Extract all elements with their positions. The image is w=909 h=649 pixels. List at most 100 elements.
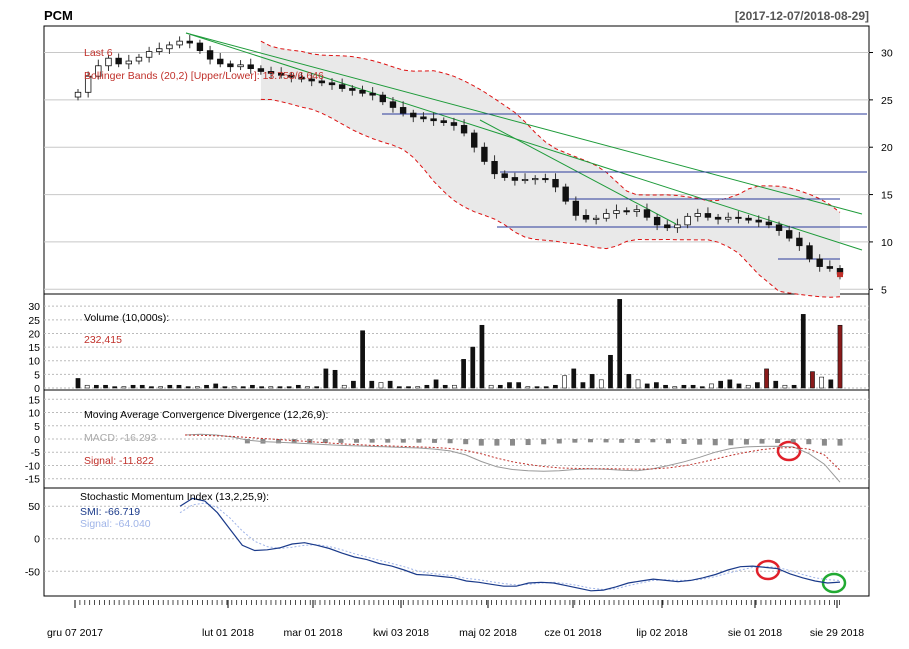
smi-label: SMI: -66.719 [80,506,140,518]
candle-body [725,216,732,220]
volume-bar [286,386,292,389]
candle-body [247,64,254,70]
volume-bar [194,386,200,389]
macd-histogram-bar [712,439,718,446]
candle-body [623,210,630,213]
price-tick-label: 25 [881,95,893,107]
price-tick-label: 30 [881,48,893,60]
volume-bar [635,379,641,389]
volume-bar [800,314,806,389]
legend-last: Last 6 [84,47,113,59]
macd-signal-label: Signal: -11.822 [84,455,154,467]
macd-histogram-bar [478,439,484,446]
volume-bar [589,374,595,389]
price-tick-label: 5 [881,284,887,296]
volume-bar [222,386,228,389]
candle-body [786,230,793,239]
candle-body [806,245,813,260]
volume-bar [497,384,503,389]
candle-body [227,63,234,68]
macd-label: MACD: -16.293 [84,432,157,444]
volume-bar [755,382,760,389]
macd-histogram-bar [587,439,593,443]
volume-bar [727,379,733,389]
volume-bar [84,384,90,389]
volume-bar [562,375,567,389]
candle-body [552,179,559,188]
volume-bar [718,380,724,389]
x-tick-label: lip 02 2018 [636,627,688,639]
x-tick-label: maj 02 2018 [459,627,517,639]
price-tick-label: 15 [881,190,893,202]
candle-body [532,178,539,181]
legend-bbands: Bollinger Bands (20,2) [Upper/Lower]: 13… [84,70,324,82]
volume-bar [819,376,825,389]
candle-body [156,48,163,52]
bollinger-layer [260,40,841,298]
volume-bar [479,324,485,389]
smi-signal-line [179,502,841,591]
volume-panel-frame [43,293,870,391]
volume-bar [314,386,320,389]
candle-body [735,216,742,219]
candle-body [278,72,285,76]
volume-bar [672,386,678,389]
volume-bar [268,386,274,389]
macd-histogram-bar [307,439,313,444]
macd-histogram-bar [790,439,796,443]
candle-body [440,120,447,123]
candle-body [694,213,701,217]
candle-body [328,82,336,86]
macd-histogram-bar [821,439,827,446]
volume-bar [149,386,154,389]
candle-body [298,76,305,80]
macd-layer [184,433,843,483]
volume-bar [240,386,246,389]
candle-body [166,44,173,50]
macd-signal-line [184,434,841,471]
macd-tick-label: 15 [28,394,40,406]
volume-last-value: 232,415 [84,334,122,346]
x-tick-label: sie 29 2018 [810,627,864,639]
candle-body [267,71,275,74]
macd-tick-label: -5 [31,447,40,459]
macd-tick-label: -15 [25,474,40,486]
candle-body [765,221,773,226]
macd-histogram-bar [322,439,328,444]
volume-bar [259,386,264,389]
candle-body [369,92,376,96]
macd-histogram-bar [728,439,734,446]
candle-body [542,178,549,181]
macd-histogram-bar [416,439,422,443]
volume-bar [543,386,549,389]
candle-body [450,122,458,126]
macd-line [184,433,841,483]
smi-signal-label: Signal: -64.040 [80,518,151,530]
bollinger-lower-band [260,98,841,298]
volume-bar [130,384,136,389]
volume-bar [626,374,632,389]
candle-body [257,68,265,72]
candle-body [125,60,132,65]
macd-histogram-bar [541,439,547,445]
volume-bar [745,384,751,389]
x-tick-label: lut 01 2018 [202,627,254,639]
volume-bar [470,346,476,389]
volume-bar [699,386,705,389]
volume-bar [121,386,127,389]
volume-bar [773,380,779,389]
volume-bar [764,368,769,389]
candle-body [95,65,102,77]
volume-tick-label: 5 [34,369,40,381]
smi-title: Stochastic Momentum Index (13,2,25,9): [80,491,269,503]
candle-body [217,58,224,65]
candle-body [84,75,92,93]
candle-body [145,51,153,58]
macd-histogram-bar [572,439,578,443]
x-axis-layer: gru 07 2017 lut 01 2018 mar 01 2018 kwi 03 … [47,600,864,639]
volume-bar [452,384,457,389]
volume-tick-label: 30 [28,301,40,313]
volume-bar [387,380,393,389]
macd-histogram-bar [743,439,749,445]
